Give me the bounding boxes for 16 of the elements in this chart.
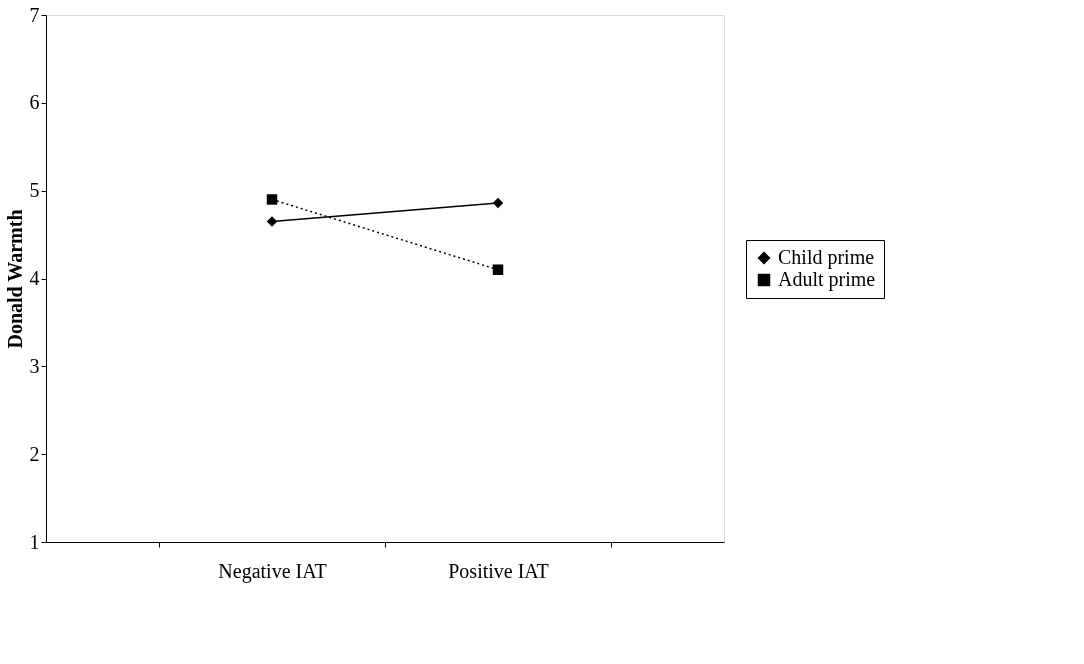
point — [492, 264, 504, 275]
legend-label: Adult prime — [778, 268, 876, 291]
point — [492, 197, 504, 209]
legend-label: Child prime — [778, 246, 875, 269]
y-tick-label: 4 — [29, 267, 40, 289]
y-tick-label: 3 — [29, 354, 40, 377]
point — [266, 194, 278, 205]
y-tick-label: 5 — [29, 179, 40, 202]
y-tick-label: 2 — [29, 442, 40, 465]
point — [266, 216, 278, 227]
y-tick-label: 1 — [29, 530, 40, 553]
y-axis-title: Donald Warmth — [3, 209, 26, 349]
y-tick-label: 7 — [29, 3, 40, 26]
x-tick-label: Negative IAT — [218, 559, 327, 583]
y-tick-label: 6 — [29, 91, 40, 114]
x-tick-label: Positive IAT — [448, 559, 549, 582]
